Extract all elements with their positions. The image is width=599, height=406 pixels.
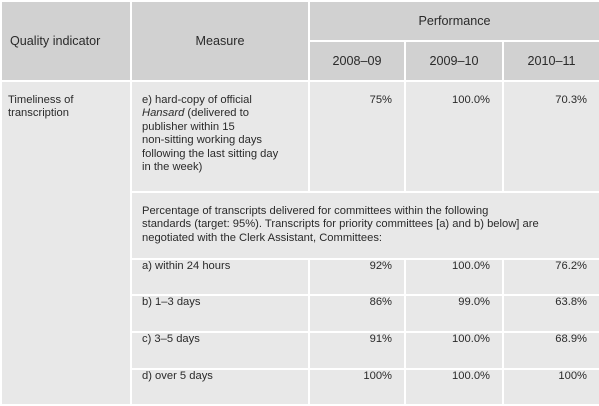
header-row-top: Quality indicator Measure Performance [0, 0, 599, 82]
indicator-label-line1: Timeliness of [8, 94, 74, 106]
header-performance: Performance [308, 0, 599, 42]
row-label-cell: a) within 24 hours [130, 258, 310, 296]
value-text: 100.0% [452, 333, 490, 345]
indicator-label: Timeliness of transcription [2, 82, 130, 121]
header-row-years: 2008–09 2009–10 2010–11 [1, 40, 599, 82]
measure-e-line6: in the week) [142, 161, 203, 174]
value-text: 63.8% [555, 296, 587, 308]
committee-note-cell: Percentage of transcripts delivered for … [130, 191, 599, 260]
table-row: c) 3–5 days 91% 100.0% 68.9% [1, 331, 599, 370]
committee-note-line3: negotiated with the Clerk Assistant, Com… [142, 231, 383, 244]
value-text: 68.9% [555, 333, 587, 345]
header-measure: Measure [130, 0, 310, 82]
value-text: 76.2% [555, 260, 587, 272]
row-label: a) within 24 hours [142, 260, 231, 272]
measure-text-e: e) hard-copy of official Hansard (delive… [132, 82, 308, 174]
value-cell: 100% [502, 368, 599, 406]
value-text: 100.0% [452, 370, 490, 382]
committee-note-row: Percentage of transcripts delivered for … [1, 191, 599, 260]
value-cell: 100.0% [404, 258, 504, 296]
table-row: b) 1–3 days 86% 99.0% 63.8% [1, 294, 599, 333]
header-year-2008-09: 2008–09 [308, 40, 406, 82]
measure-e-line5: following the last sitting day [142, 147, 279, 160]
value-text: 92% [369, 260, 392, 272]
value-cell: 92% [308, 258, 406, 296]
measure-e-line2: (delivered to [184, 107, 249, 120]
table-row-e: Timeliness of transcription e) hard-copy… [0, 80, 599, 406]
value-cell: 63.8% [502, 294, 599, 333]
value-text: 100% [558, 370, 587, 382]
row-label-cell: d) over 5 days [130, 368, 310, 406]
measure-cell-e: e) hard-copy of official Hansard (delive… [130, 80, 310, 193]
row-label: c) 3–5 days [142, 333, 200, 345]
value-e-2009-10: 100.0% [404, 80, 504, 193]
value-e-2008-09: 75% [308, 80, 406, 193]
value-cell: 86% [308, 294, 406, 333]
row-label: d) over 5 days [142, 370, 213, 382]
indicator-cell: Timeliness of transcription [0, 80, 132, 406]
value-cell: 68.9% [502, 331, 599, 370]
value-text: 70.3% [555, 94, 587, 106]
value-cell: 100.0% [404, 368, 504, 406]
value-text: 100.0% [452, 94, 490, 106]
value-cell: 100% [308, 368, 406, 406]
value-text: 99.0% [458, 296, 490, 308]
value-text: 100% [363, 370, 392, 382]
measure-e-hansard: Hansard [142, 107, 185, 120]
measure-e-line4: non-sitting working days [142, 134, 263, 147]
value-e-2010-11: 70.3% [502, 80, 599, 193]
value-text: 75% [369, 94, 392, 106]
indicator-label-line2: transcription [8, 107, 69, 120]
measure-e-line1: e) hard-copy of official [142, 94, 252, 106]
header-year-2009-10: 2009–10 [404, 40, 504, 82]
value-text: 100.0% [452, 260, 490, 272]
committee-note-text: Percentage of transcripts delivered for … [132, 193, 599, 245]
row-label-cell: c) 3–5 days [130, 331, 310, 370]
value-text: 86% [369, 296, 392, 308]
header-year-2010-11: 2010–11 [502, 40, 599, 82]
header-quality-indicator: Quality indicator [0, 0, 132, 82]
value-cell: 76.2% [502, 258, 599, 296]
row-label-cell: b) 1–3 days [130, 294, 310, 333]
measure-e-line3: publisher within 15 [142, 120, 235, 133]
value-cell: 99.0% [404, 294, 504, 333]
committee-note-line1: Percentage of transcripts delivered for … [142, 205, 489, 217]
value-cell: 100.0% [404, 331, 504, 370]
value-text: 91% [369, 333, 392, 345]
table-row: a) within 24 hours 92% 100.0% 76.2% [1, 258, 599, 296]
committee-note-line2: standards (target: 95%). Transcripts for… [142, 218, 539, 231]
value-cell: 91% [308, 331, 406, 370]
row-label: b) 1–3 days [142, 296, 201, 308]
